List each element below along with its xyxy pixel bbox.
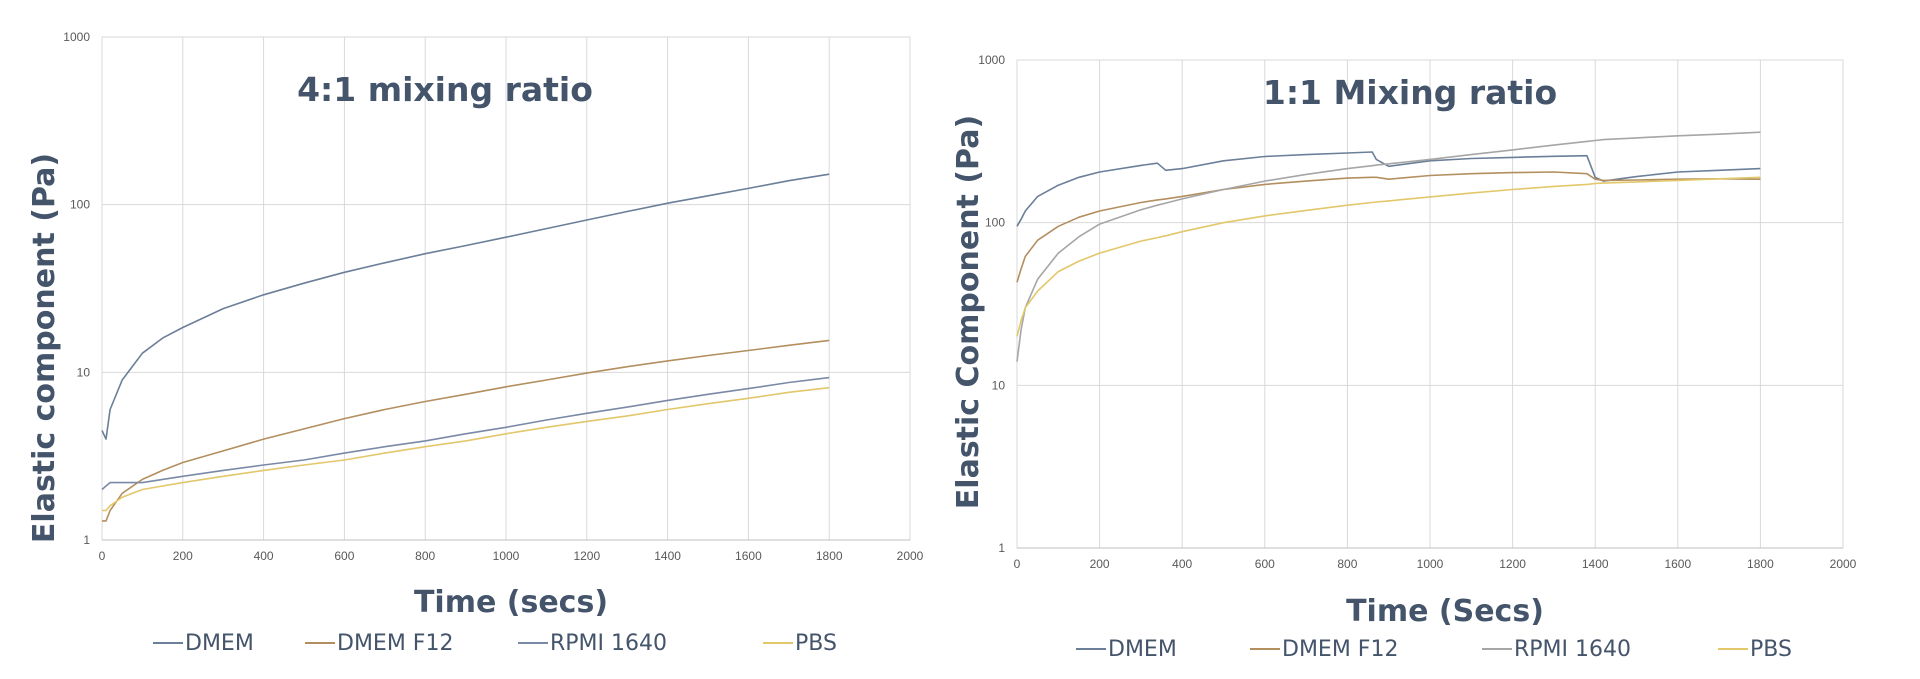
x-tick-label: 1800 (816, 549, 843, 563)
y-tick-label: 1 (83, 533, 90, 547)
legend-label: RPMI 1640 (1514, 637, 1631, 662)
x-tick-label: 200 (1090, 557, 1110, 571)
series-line-pbs (102, 386, 830, 512)
series-line-dmem (101, 173, 830, 440)
chart-1-1-mixing-ratio: 1 10 100 1000 0 200 400 600 800 1000 1200 1400 1600… (951, 53, 1857, 662)
series-line-pbs (1016, 176, 1761, 337)
x-tick-label: 1800 (1747, 557, 1774, 571)
y-tick-label: 10 (992, 378, 1006, 392)
x-tick-labels: 0 200 400 600 800 1000 1200 1400 1600 1800 2000 (1014, 557, 1857, 571)
chart-title: 1:1 Mixing ratio (1263, 73, 1557, 112)
gridlines (101, 36, 911, 541)
x-tick-label: 1000 (1417, 557, 1444, 571)
x-tick-label: 0 (99, 549, 106, 563)
legend-label: PBS (1750, 637, 1792, 662)
chart-4-1-mixing-ratio: 1 10 100 1000 0 200 400 600 800 1000 1200 1400 1600… (27, 30, 924, 656)
legend-label: RPMI 1640 (550, 631, 667, 656)
y-tick-label: 1 (998, 541, 1005, 555)
x-tick-label: 800 (415, 549, 435, 563)
series-lines (101, 173, 830, 522)
series-line-rpmi-1640 (101, 376, 830, 491)
y-tick-labels: 1 10 100 1000 (63, 30, 90, 547)
legend-label: DMEM (1108, 637, 1177, 662)
y-tick-label: 1000 (63, 30, 90, 44)
x-tick-label: 1600 (735, 549, 762, 563)
x-tick-label: 400 (1172, 557, 1192, 571)
legend: DMEM DMEM F12 RPMI 1640 PBS (153, 631, 837, 656)
chart-title: 4:1 mixing ratio (297, 70, 593, 109)
x-tick-label: 1600 (1664, 557, 1691, 571)
y-tick-label: 100 (985, 216, 1005, 230)
y-tick-label: 100 (70, 198, 90, 212)
x-tick-label: 1000 (493, 549, 520, 563)
x-axis-label: Time (Secs) (1346, 594, 1544, 629)
gridlines (1016, 59, 1844, 549)
x-tick-label: 1200 (573, 549, 600, 563)
x-tick-label: 2000 (1830, 557, 1857, 571)
y-tick-label: 10 (77, 365, 91, 379)
series-line-dmem-f12 (1016, 171, 1761, 283)
x-tick-label: 0 (1014, 557, 1021, 571)
legend-label: DMEM F12 (1282, 637, 1398, 662)
x-tick-label: 600 (334, 549, 354, 563)
series-lines (1016, 131, 1761, 362)
x-tick-label: 200 (173, 549, 193, 563)
legend-label: DMEM (185, 631, 254, 656)
x-tick-label: 1400 (1582, 557, 1609, 571)
x-tick-labels: 0 200 400 600 800 1000 1200 1400 1600 1800 2000 (99, 549, 924, 563)
legend: DMEM DMEM F12 RPMI 1640 PBS (1076, 637, 1792, 662)
y-axis-label: Elastic Component (Pa) (951, 115, 986, 509)
y-tick-label: 1000 (978, 53, 1005, 67)
legend-label: PBS (795, 631, 837, 656)
series-line-rpmi-1640 (1016, 131, 1761, 362)
x-tick-label: 1200 (1499, 557, 1526, 571)
x-tick-label: 1400 (654, 549, 681, 563)
y-tick-labels: 1 10 100 1000 (978, 53, 1005, 555)
x-tick-label: 2000 (897, 549, 924, 563)
x-axis-label: Time (secs) (414, 585, 608, 620)
x-tick-label: 600 (1255, 557, 1275, 571)
x-tick-label: 400 (254, 549, 274, 563)
series-line-dmem-f12 (102, 339, 830, 522)
series-line-dmem (1016, 151, 1761, 227)
x-tick-label: 800 (1337, 557, 1357, 571)
legend-label: DMEM F12 (337, 631, 453, 656)
y-axis-label: Elastic component (Pa) (27, 153, 62, 543)
